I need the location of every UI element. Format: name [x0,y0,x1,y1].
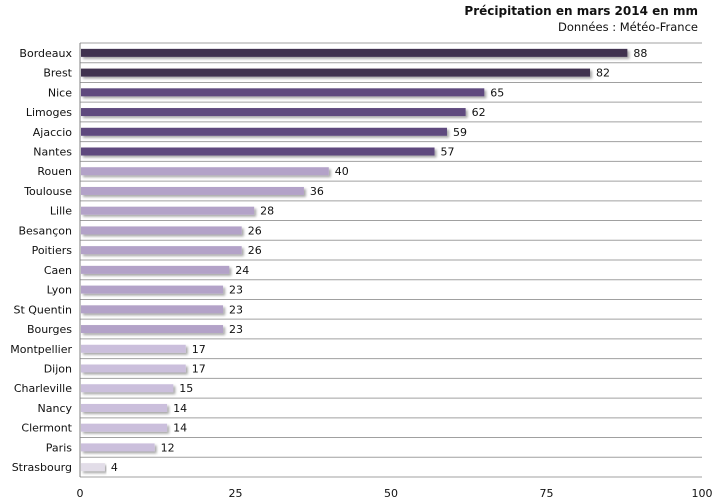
category-label: Lille [50,205,72,218]
data-label: 14 [173,402,187,415]
bar-bourges [81,325,224,334]
category-label: Poitiers [32,244,73,257]
bar-rouen [81,167,329,176]
data-label: 26 [248,244,262,257]
data-label: 14 [173,422,187,435]
bar-st-quentin [81,305,224,314]
chart-title: Précipitation en mars 2014 en mm [464,4,698,18]
data-label: 62 [472,106,486,119]
category-label: Nice [48,86,72,99]
data-label: 88 [633,47,647,60]
bar-lyon [81,285,224,294]
bar-paris [81,443,155,452]
category-label: Toulouse [23,185,72,198]
category-label: Ajaccio [33,126,72,139]
category-label: Rouen [37,165,72,178]
category-label: Montpellier [10,343,72,356]
bar-clermont [81,423,168,432]
data-label: 40 [335,165,349,178]
data-label: 26 [248,224,262,237]
category-label: Limoges [26,106,72,119]
category-label: Nantes [33,146,72,159]
bar-charleville [81,384,174,393]
category-label: Bourges [27,323,72,336]
x-tick-label: 100 [692,487,713,500]
bar-poitiers [81,246,242,255]
category-label: Besançon [18,224,72,237]
bar-nancy [81,403,168,412]
category-label: Clermont [21,422,72,435]
category-label: St Quentin [13,303,72,316]
data-label: 28 [260,205,274,218]
data-label: 17 [192,343,206,356]
category-label: Strasbourg [12,461,72,474]
data-label: 15 [179,382,193,395]
bar-toulouse [81,186,304,195]
data-label: 23 [229,284,243,297]
category-label: Nancy [38,402,73,415]
x-tick-label: 0 [77,487,84,500]
data-label: 82 [596,67,610,80]
bar-nantes [81,147,435,156]
data-label: 24 [235,264,249,277]
bar-besançon [81,226,242,235]
data-label: 23 [229,323,243,336]
bar-limoges [81,108,466,117]
data-label: 36 [310,185,324,198]
data-label: 59 [453,126,467,139]
bar-brest [81,68,591,77]
data-label: 23 [229,303,243,316]
category-label: Dijon [44,363,72,376]
bar-ajaccio [81,127,447,136]
category-label: Paris [46,441,72,454]
chart-subtitle: Données : Météo-France [557,20,698,34]
bar-bordeaux [81,48,628,57]
data-label: 12 [161,441,175,454]
bar-strasbourg [81,463,105,472]
x-tick-label: 75 [540,487,554,500]
category-label: Caen [44,264,72,277]
category-label: Bordeaux [19,47,72,60]
bar-lille [81,206,255,215]
category-label: Lyon [47,284,72,297]
x-tick-label: 25 [229,487,243,500]
category-label: Charleville [14,382,72,395]
category-label: Brest [43,67,72,80]
data-label: 4 [111,461,118,474]
x-tick-label: 50 [384,487,398,500]
bar-montpellier [81,344,186,353]
bar-nice [81,88,485,97]
data-label: 65 [490,86,504,99]
data-label: 57 [441,146,455,159]
data-label: 17 [192,363,206,376]
bar-caen [81,265,230,274]
bar-dijon [81,364,186,373]
